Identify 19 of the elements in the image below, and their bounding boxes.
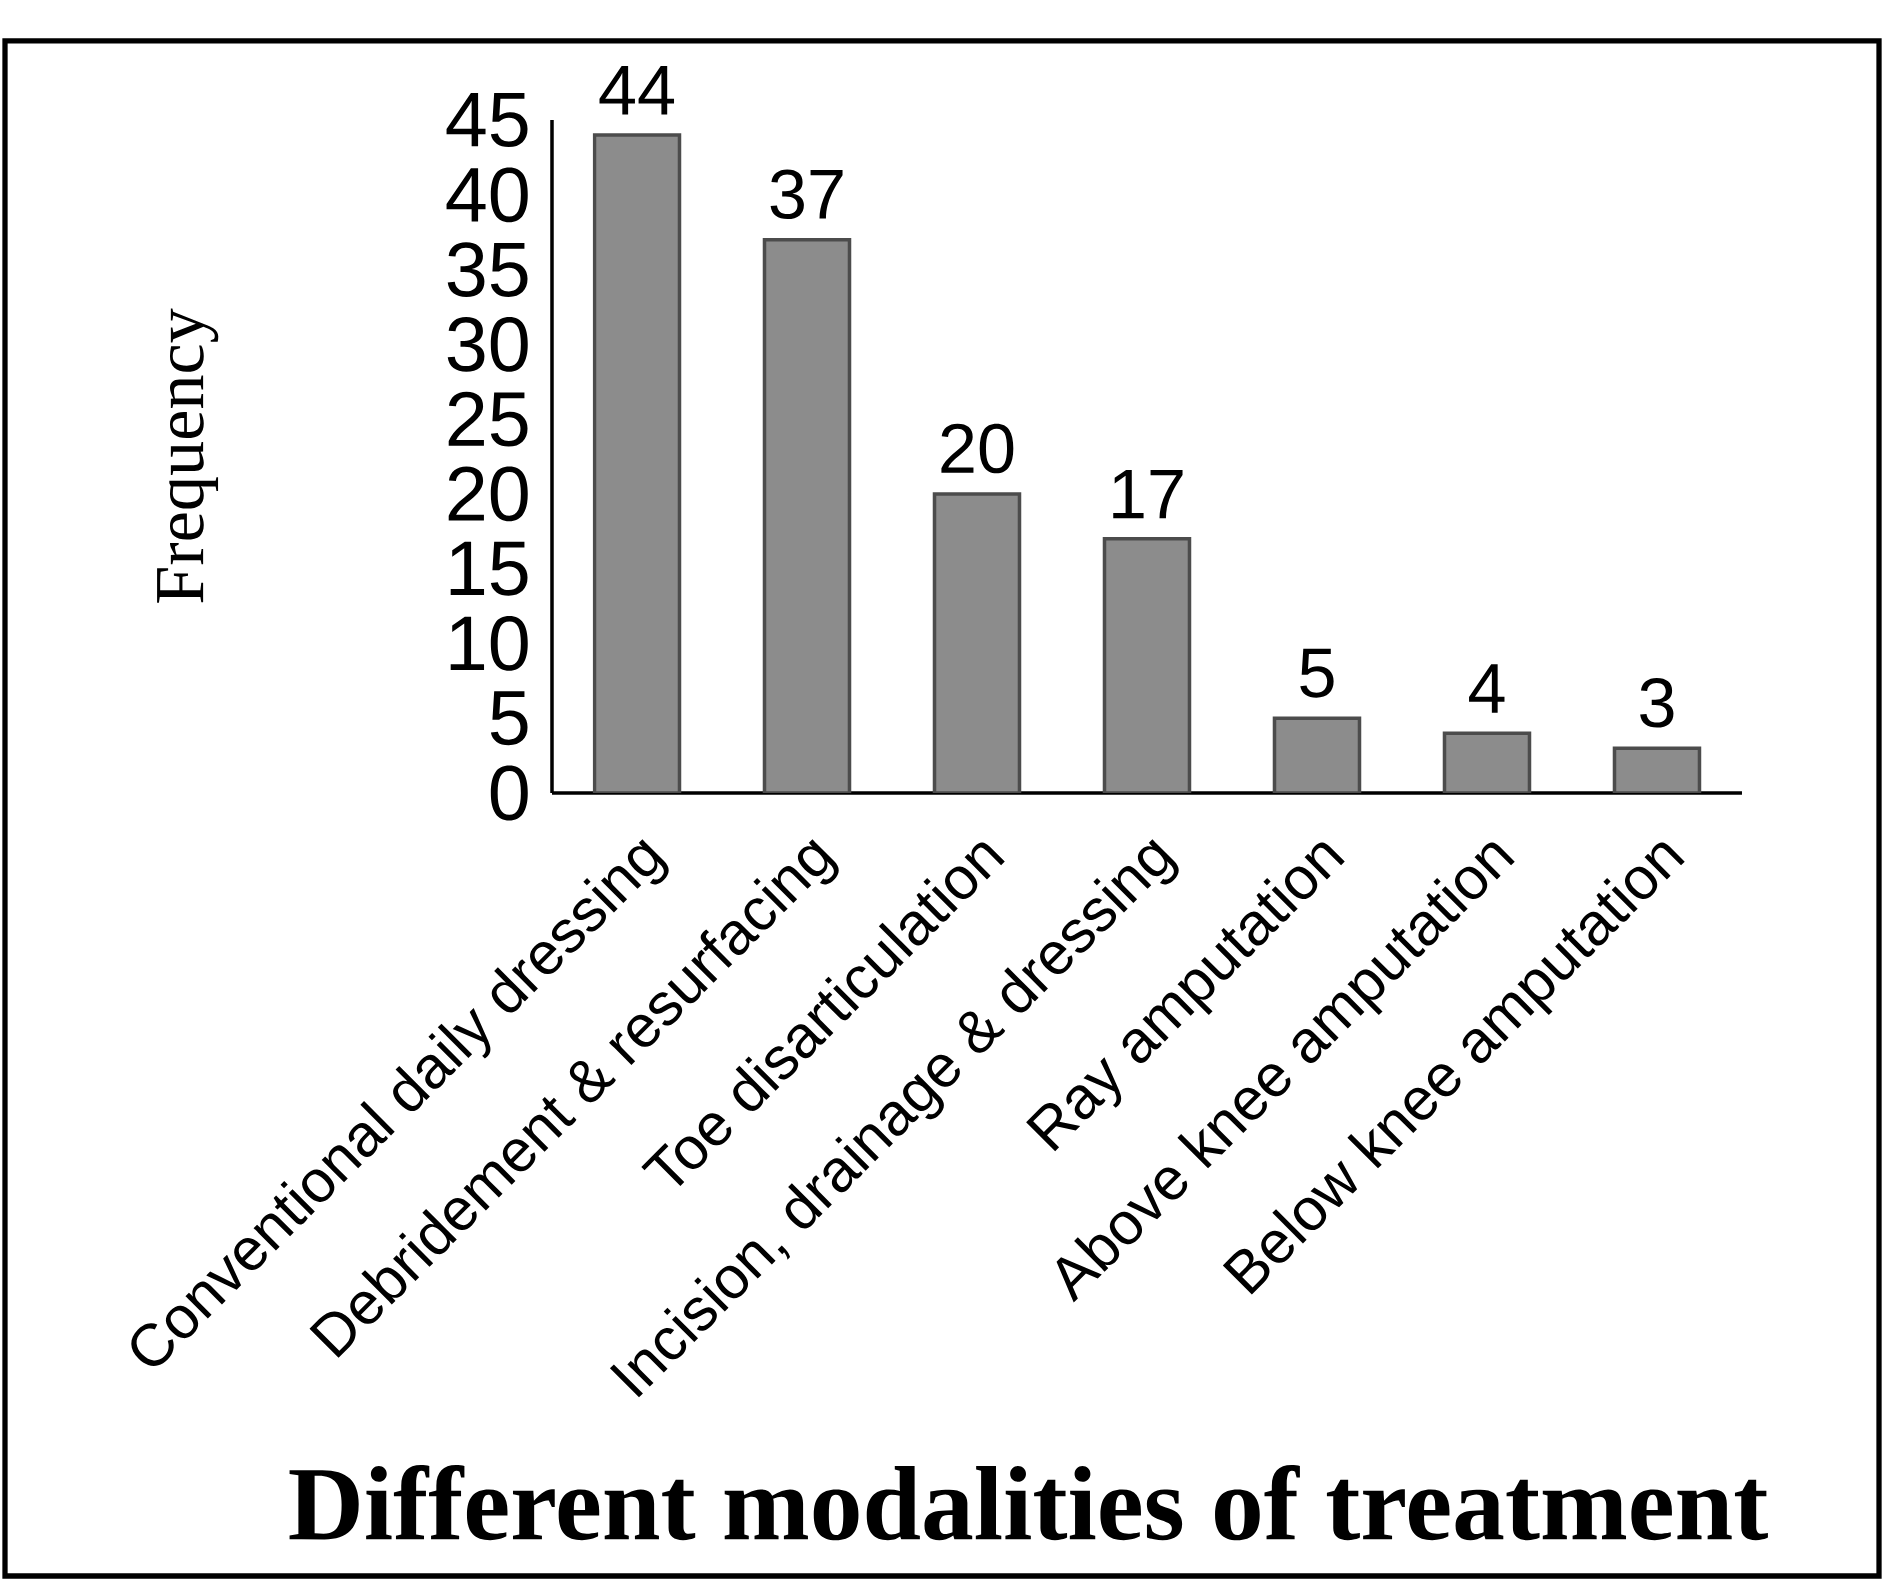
- y-tick-label: 45: [446, 93, 528, 147]
- y-tick-label: 5: [490, 691, 528, 746]
- y-tick-label: 35: [447, 242, 528, 297]
- y-tick-label: 0: [490, 765, 528, 821]
- y-tick-label: 30: [447, 316, 528, 372]
- data-label: 20: [941, 423, 1014, 474]
- data-label: 37: [770, 169, 843, 220]
- y-tick-label: 15: [450, 541, 528, 596]
- data-label: 44: [599, 66, 675, 115]
- data-label: 17: [1113, 469, 1183, 519]
- x-axis-title: Different modalities of treatment: [289, 1464, 1768, 1541]
- data-label: 5: [1300, 648, 1334, 698]
- y-tick-label: 10: [450, 616, 528, 671]
- y-tick-label: 40: [446, 167, 528, 223]
- data-label: 4: [1469, 664, 1505, 713]
- data-label: 3: [1640, 677, 1674, 728]
- y-tick-label: 25: [448, 391, 528, 447]
- y-axis-title: Frequency: [157, 308, 219, 603]
- y-tick-label: 20: [448, 466, 528, 522]
